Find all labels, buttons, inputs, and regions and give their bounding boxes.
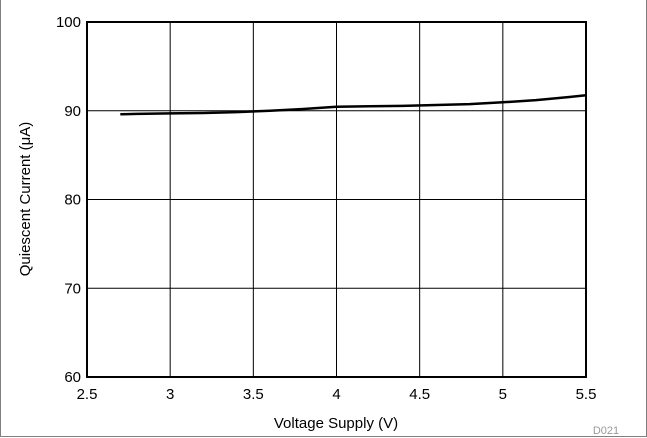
y-tick-label: 100 (56, 14, 81, 31)
x-tick-label: 2.5 (77, 386, 98, 403)
y-tick-labels: 60 70 80 90 100 (56, 14, 81, 386)
y-tick-label: 80 (64, 192, 81, 209)
x-tick-label: 5 (499, 386, 507, 403)
series-layer (120, 93, 587, 116)
x-tick-label: 3 (166, 386, 174, 403)
x-tick-label: 5.5 (576, 386, 597, 403)
grid (87, 22, 586, 377)
series-line (120, 93, 587, 116)
y-tick-label: 90 (64, 103, 81, 120)
y-tick-label: 70 (64, 280, 81, 297)
x-tick-label: 4 (332, 386, 340, 403)
y-tick-label: 60 (64, 369, 81, 386)
x-tick-label: 3.5 (243, 386, 264, 403)
x-tick-labels: 2.5 3 3.5 4 4.5 5 5.5 (77, 386, 597, 403)
plot-area-border (86, 21, 587, 378)
x-tick-label: 4.5 (409, 386, 430, 403)
y-axis-label: Quiescent Current (μA) (17, 122, 34, 277)
figure-id-label: D021 (593, 425, 619, 437)
x-axis-label: Voltage Supply (V) (274, 415, 398, 432)
